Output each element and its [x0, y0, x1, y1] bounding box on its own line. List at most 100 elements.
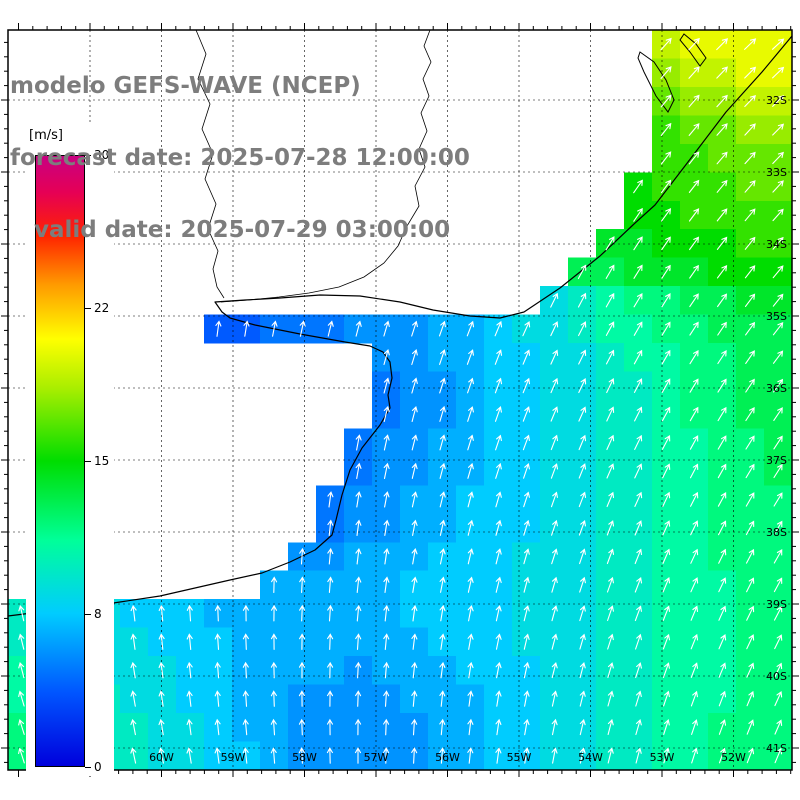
wind-arrow — [635, 662, 642, 679]
wind-arrow — [744, 123, 756, 136]
wind-arrow — [495, 605, 502, 622]
wind-arrow — [130, 747, 137, 764]
wind-arrow — [578, 406, 587, 422]
wind-arrow — [661, 349, 671, 365]
wind-arrow — [716, 208, 728, 222]
wind-arrow — [270, 661, 277, 679]
wind-arrow — [718, 548, 727, 564]
wind-arrow — [495, 576, 502, 593]
wind-arrow — [606, 491, 615, 508]
wind-arrow — [355, 491, 362, 508]
wind-arrow — [355, 576, 362, 593]
wind-arrow — [130, 690, 137, 707]
lat-label: 41S — [766, 742, 787, 755]
wind-arrow — [688, 123, 700, 136]
wind-arrow — [383, 576, 390, 593]
wind-arrow — [578, 321, 587, 337]
wind-arrow — [579, 605, 586, 622]
wind-arrow — [550, 434, 559, 451]
wind-arrow — [355, 633, 362, 650]
wind-arrow — [606, 463, 615, 479]
wind-arrow — [467, 548, 474, 565]
wind-arrow — [690, 690, 698, 707]
wind-arrow — [606, 378, 615, 394]
colorbar-tick-mark — [85, 308, 91, 309]
wind-arrow — [467, 605, 474, 622]
wind-arrow — [579, 747, 586, 764]
lat-label: 38S — [766, 526, 787, 539]
wind-arrow — [467, 718, 474, 736]
wind-arrow — [243, 320, 250, 337]
wind-arrow — [383, 604, 390, 622]
wind-arrow — [551, 690, 558, 707]
wind-arrow — [746, 719, 755, 735]
wind-arrow — [355, 462, 362, 480]
wind-arrow — [688, 37, 700, 51]
wind-arrow — [411, 747, 418, 764]
wind-arrow — [718, 719, 727, 735]
wind-arrow — [355, 320, 362, 337]
wind-arrow — [355, 661, 362, 679]
wind-arrow — [299, 547, 306, 565]
wind-arrow — [411, 405, 418, 423]
wind-arrow — [522, 377, 531, 394]
wind-arrow — [634, 605, 642, 622]
wind-arrow — [523, 633, 530, 650]
wind-arrow — [633, 207, 643, 222]
wind-arrow — [772, 265, 784, 279]
wind-arrow — [494, 406, 502, 422]
wind-arrow — [18, 747, 25, 764]
wind-arrow — [326, 718, 334, 736]
wind-arrow — [523, 605, 530, 622]
wind-arrow — [186, 661, 193, 679]
wind-arrow — [439, 519, 446, 536]
wind-arrow — [523, 661, 530, 679]
wind-arrow — [606, 406, 615, 422]
wind-arrow — [215, 320, 222, 337]
wind-arrow — [327, 633, 334, 650]
wind-arrow — [522, 434, 530, 451]
wind-arrow — [717, 520, 727, 536]
arrow-layer — [18, 37, 785, 764]
wind-arrow — [744, 151, 756, 165]
wind-arrow — [214, 718, 221, 736]
wind-arrow — [130, 718, 137, 736]
wind-arrow — [439, 718, 446, 736]
wind-arrow — [689, 349, 699, 365]
wind-arrow — [662, 662, 670, 678]
wind-arrow — [495, 690, 502, 707]
wind-arrow — [551, 548, 558, 565]
wind-arrow — [774, 662, 783, 678]
wind-arrow — [495, 434, 502, 451]
colorbar-unit-label: [m/s] — [29, 128, 63, 143]
wind-arrow — [439, 576, 446, 593]
colorbar-tick-label: 8 — [94, 607, 102, 621]
wind-arrow — [716, 236, 728, 250]
wind-arrow — [661, 293, 671, 308]
wind-arrow — [383, 405, 390, 423]
wind-arrow — [522, 406, 531, 422]
wind-arrow — [242, 690, 249, 707]
wind-arrow — [411, 349, 418, 366]
wind-arrow — [744, 236, 756, 250]
wind-arrow — [691, 747, 698, 764]
wind-arrow — [130, 633, 137, 650]
river — [220, 29, 432, 303]
wind-arrow — [411, 548, 418, 565]
wind-arrow — [660, 66, 672, 79]
wind-arrow — [18, 690, 25, 707]
wind-arrow — [242, 604, 249, 622]
wind-arrow — [578, 434, 587, 451]
wind-arrow — [411, 576, 418, 593]
wind-arrow — [18, 719, 25, 735]
wind-arrow — [270, 690, 277, 707]
wind-arrow — [467, 576, 474, 593]
wind-arrow — [439, 747, 446, 764]
wind-arrow — [771, 38, 785, 50]
wind-arrow — [214, 661, 221, 679]
lon-label: 53W — [650, 751, 675, 764]
wind-arrow — [773, 605, 783, 621]
wind-arrow — [186, 747, 193, 764]
wind-arrow — [495, 491, 502, 508]
